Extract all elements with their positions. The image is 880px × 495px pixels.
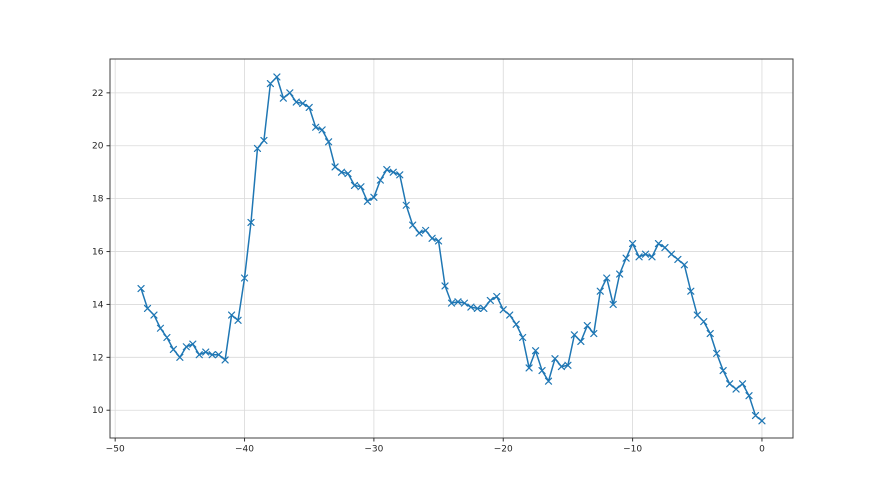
x-tick-label: −10 — [623, 445, 642, 455]
axes-tick-labels: −50 −40 −30 −20 −10 0 10 12 14 16 18 20 22 — [92, 89, 765, 455]
x-tick-label: −20 — [494, 445, 513, 455]
plot-border — [109, 58, 794, 439]
y-tick-label: 10 — [92, 406, 104, 416]
y-tick-label: 16 — [92, 248, 104, 258]
data-series — [137, 73, 766, 425]
y-tick-label: 12 — [92, 353, 103, 363]
x-tick-label: −30 — [364, 445, 383, 455]
axes-spines — [109, 58, 794, 439]
grid — [110, 59, 793, 438]
y-tick-label: 14 — [92, 300, 104, 310]
x-tick-label: −50 — [106, 445, 125, 455]
x-markers — [137, 73, 766, 425]
x-tick-label: −40 — [235, 445, 254, 455]
y-tick-label: 20 — [92, 142, 104, 152]
y-tick-label: 22 — [92, 89, 103, 99]
x-tick-label: 0 — [759, 445, 765, 455]
axes-ticks — [106, 92, 763, 442]
y-tick-label: 18 — [92, 195, 104, 205]
